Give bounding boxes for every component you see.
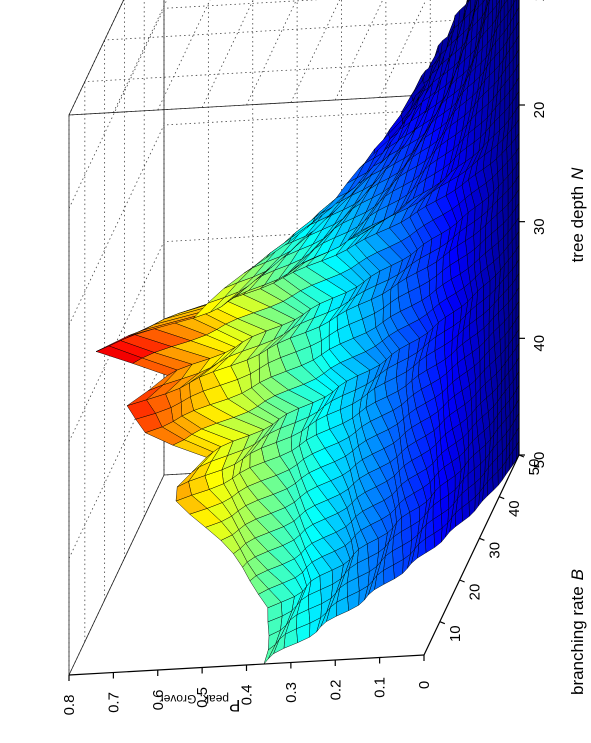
grid-line <box>379 0 427 98</box>
grid-line <box>68 241 165 442</box>
grid-line <box>201 0 254 108</box>
grid-line <box>334 0 384 101</box>
surface-facet <box>503 0 508 5</box>
grid-line <box>246 0 297 106</box>
y-tick-label: 30 <box>531 218 548 235</box>
grid-line <box>68 0 125 116</box>
grid-line <box>157 0 211 111</box>
surface-mesh <box>95 0 520 665</box>
y-tick-label: 20 <box>531 102 548 119</box>
x-tick-mark <box>439 621 446 625</box>
pane-edge <box>68 474 165 676</box>
x-tick-label: 20 <box>467 584 484 601</box>
x-tick-mark <box>479 537 485 541</box>
surface-facet <box>496 0 500 6</box>
x-tick-label: 30 <box>486 542 503 559</box>
x-tick-label: 10 <box>447 625 464 642</box>
z-tick-label: 0.3 <box>283 682 300 703</box>
y-tick-label: 50 <box>531 452 548 469</box>
surface-facet <box>486 0 490 7</box>
grid-line <box>290 0 341 103</box>
surface-facet <box>500 0 505 10</box>
surface-facet <box>477 0 484 8</box>
y-tick-label: 10 <box>531 0 548 2</box>
grid-line <box>68 124 165 326</box>
z-tick-label: 0.2 <box>327 680 344 701</box>
grid-line <box>84 61 440 83</box>
grid-line <box>68 8 165 209</box>
grid-line <box>113 0 168 113</box>
grid-line <box>68 0 125 116</box>
z-tick-label: 0.8 <box>61 695 78 716</box>
x-tick-label: 50 <box>526 459 543 476</box>
z-tick-label: 0.4 <box>239 685 256 706</box>
surface-facet <box>513 0 516 4</box>
grid-line <box>68 358 165 559</box>
z-tick-label: 0.1 <box>372 677 389 698</box>
pane-edge <box>68 0 125 116</box>
x-tick-mark <box>498 496 505 500</box>
x-tick-mark <box>459 579 465 583</box>
z-tick-label: 0.5 <box>194 687 211 708</box>
y-tick-label: 40 <box>531 335 548 352</box>
y-axis-label: tree depthN <box>568 167 587 263</box>
axes: 10 20 30 40 50 10 20 30 40 50 0 0.1 0.2 0.3 0.4 0.5 0.6 0… <box>61 0 548 715</box>
surface-facet <box>510 0 514 9</box>
x-axis-label: branching rateB <box>568 569 587 695</box>
z-tick-label: 0.7 <box>105 692 122 713</box>
surface-facet <box>482 0 486 3</box>
pane-edge <box>68 94 425 116</box>
z-tick-label: 0 <box>416 681 433 689</box>
z-tick-label: 0.6 <box>150 690 167 711</box>
axis-labels: branching rateB tree depthN Ppeak, Grove… <box>160 167 587 715</box>
x-tick-label: 40 <box>506 500 523 517</box>
surface-facet <box>410 89 423 111</box>
grid-line <box>104 19 460 41</box>
z-axis-label: Ppeak, Grover <box>160 692 241 715</box>
